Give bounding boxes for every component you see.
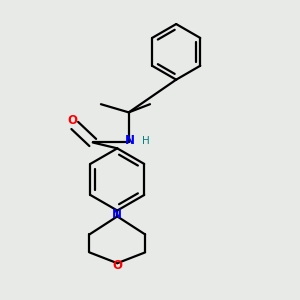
- Text: N: N: [125, 134, 135, 147]
- Text: N: N: [112, 208, 122, 221]
- Text: H: H: [142, 136, 150, 146]
- Text: O: O: [68, 114, 78, 128]
- Text: O: O: [112, 259, 122, 272]
